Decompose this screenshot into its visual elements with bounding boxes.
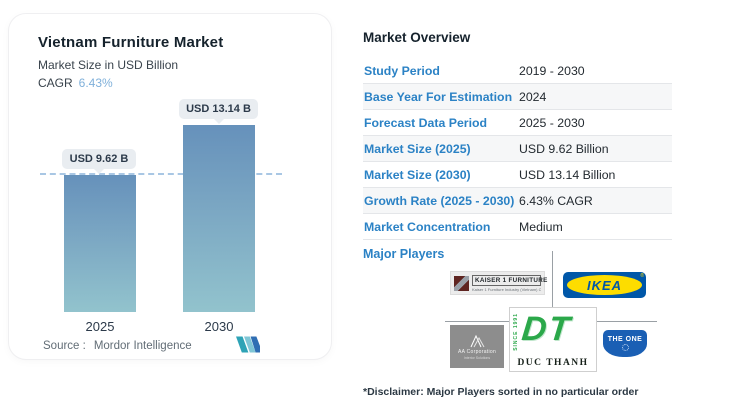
chart-subtitle: Market Size in USD Billion <box>38 58 179 72</box>
row-label: Base Year For Estimation <box>364 89 513 104</box>
row-value: 6.43% CAGR <box>519 193 593 208</box>
row-label: Forecast Data Period <box>364 115 488 130</box>
ikea-ellipse-icon <box>567 275 642 295</box>
duc-thanh-caption: DUC THANH <box>517 358 589 368</box>
duc-thanh-logo: SINCE 1991 DT DUC THANH <box>509 307 597 372</box>
ikea-logo: IKEA ® <box>563 272 646 298</box>
kaiser-subtext: Kaiser 1 Furniture Industry (Vietnam) Co… <box>472 286 541 292</box>
table-row: Market Size (2030) USD 13.14 Billion <box>363 162 672 188</box>
ikea-registered-mark: ® <box>640 273 644 279</box>
overview-title: Market Overview <box>363 30 471 45</box>
table-row: Base Year For Estimation 2024 <box>363 84 672 110</box>
row-value: 2025 - 2030 <box>519 115 585 130</box>
aa-monogram-icon <box>470 334 485 347</box>
row-label: Market Concentration <box>364 219 491 234</box>
x-axis-label: 2025 <box>85 319 115 334</box>
row-value: Medium <box>519 219 563 234</box>
row-label: Growth Rate (2025 - 2030) <box>364 193 515 208</box>
mordor-intelligence-logo-icon <box>236 336 260 353</box>
the-one-emblem-icon <box>621 344 629 351</box>
cagr-value: 6.43% <box>78 76 113 90</box>
row-label: Study Period <box>364 63 440 78</box>
grid-divider <box>597 321 657 322</box>
row-label: Market Size (2030) <box>364 167 471 182</box>
table-row: Growth Rate (2025 - 2030) 6.43% CAGR <box>363 188 672 214</box>
table-row: Study Period 2019 - 2030 <box>363 58 672 84</box>
disclaimer-text: *Disclaimer: Major Players sorted in no … <box>363 386 639 398</box>
row-label: Market Size (2025) <box>364 141 471 156</box>
major-players-label: Major Players <box>363 247 445 261</box>
kaiser-name: KAISER 1 FURNITURE <box>472 274 547 286</box>
table-row: Market Concentration Medium <box>363 214 672 240</box>
table-row: Market Size (2025) USD 9.62 Billion <box>363 136 672 162</box>
major-players-logos: KAISER 1 FURNITURE Kaiser 1 Furniture In… <box>363 245 672 380</box>
aa-corporation-logo: AA Corporation Interior Solutions <box>450 325 504 368</box>
source-row: Source : Mordor Intelligence <box>43 340 192 352</box>
cagr-label: CAGR <box>38 76 73 90</box>
chart-card: Vietnam Furniture Market Market Size in … <box>8 13 332 360</box>
ikea-wordmark: IKEA <box>586 277 623 293</box>
row-value: USD 9.62 Billion <box>519 141 609 156</box>
cagr-line: CAGR 6.43% <box>38 76 113 90</box>
row-value: 2024 <box>519 89 547 104</box>
overview-table: Study Period 2019 - 2030 Base Year For E… <box>363 58 672 240</box>
source-label: Source : <box>43 340 86 352</box>
the-one-name: THE ONE <box>607 336 643 343</box>
bar-value-pill: USD 13.14 B <box>179 99 258 124</box>
market-overview-panel: Market Overview Study Period 2019 - 2030… <box>363 0 672 420</box>
grid-divider <box>552 251 553 315</box>
kaiser-1-furniture-logo: KAISER 1 FURNITURE Kaiser 1 Furniture In… <box>450 271 547 295</box>
bar-chart-plot: USD 9.62 B USD 13.14 B <box>9 97 331 312</box>
bar <box>64 175 136 312</box>
chart-title: Vietnam Furniture Market <box>38 34 224 51</box>
the-one-logo: THE ONE <box>603 330 647 357</box>
table-row: Forecast Data Period 2025 - 2030 <box>363 110 672 136</box>
source-value: Mordor Intelligence <box>93 340 192 352</box>
aa-name: AA Corporation <box>457 348 497 355</box>
row-value: 2019 - 2030 <box>519 63 585 78</box>
kaiser-emblem-icon <box>454 275 469 291</box>
bar <box>183 125 255 312</box>
x-axis-label: 2030 <box>204 319 234 334</box>
duc-thanh-initials: DT <box>520 310 574 348</box>
grid-divider <box>445 321 509 322</box>
bar-value-pill: USD 9.62 B <box>62 149 136 174</box>
reference-line <box>40 173 282 175</box>
duc-thanh-since-text: SINCE 1991 <box>513 313 519 351</box>
aa-subtext: Interior Solutions <box>463 355 491 360</box>
row-value: USD 13.14 Billion <box>519 167 616 182</box>
